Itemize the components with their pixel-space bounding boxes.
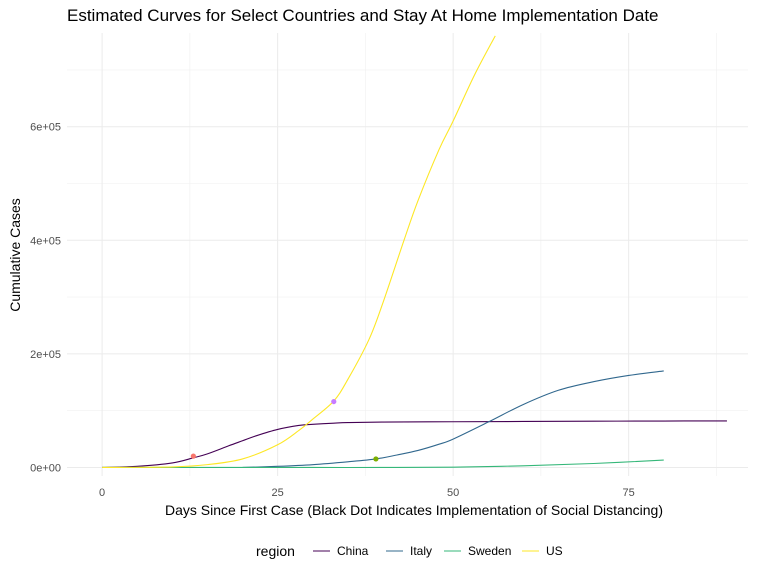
marker-layer: [190, 398, 379, 462]
marker-china: [190, 453, 196, 459]
tick-layer: 0 25 50 75 0e+00 2e+05 4e+05 6e+05: [30, 122, 635, 499]
x-tick-label: 0: [99, 487, 105, 499]
series-line-us: [102, 35, 496, 469]
y-axis-title: Cumulative Cases: [7, 198, 23, 312]
series-line-china: [102, 420, 727, 469]
legend-title: region: [256, 543, 295, 559]
legend-label-sweden: Sweden: [468, 544, 511, 558]
x-axis-title: Days Since First Case (Black Dot Indicat…: [165, 502, 663, 518]
grid-layer: [67, 33, 748, 476]
y-tick-label: 0e+00: [30, 462, 61, 474]
legend-label-china: China: [337, 544, 369, 558]
marker-italy: [373, 456, 379, 462]
x-tick-label: 50: [447, 487, 459, 499]
x-tick-label: 25: [271, 487, 283, 499]
y-tick-label: 6e+05: [30, 122, 61, 134]
y-tick-label: 4e+05: [30, 235, 61, 247]
series-line-italy: [242, 370, 664, 469]
chart-title: Estimated Curves for Select Countries an…: [67, 6, 659, 25]
marker-us: [331, 398, 337, 405]
x-tick-label: 75: [623, 487, 635, 499]
legend: region China Italy Sweden US: [256, 543, 563, 559]
y-tick-label: 2e+05: [30, 349, 61, 361]
legend-label-us: US: [546, 544, 563, 558]
legend-label-italy: Italy: [410, 544, 432, 558]
series-line-sweden: [102, 459, 664, 469]
series-layer: [102, 35, 727, 469]
